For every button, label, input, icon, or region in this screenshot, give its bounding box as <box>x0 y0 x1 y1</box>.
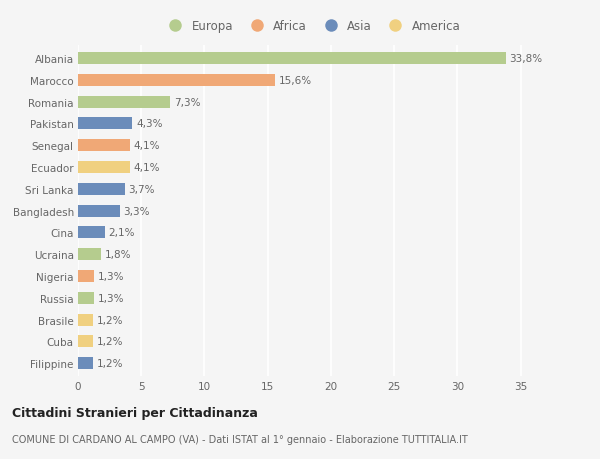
Text: 1,2%: 1,2% <box>97 315 124 325</box>
Bar <box>78 292 94 304</box>
Bar <box>78 75 275 87</box>
Text: 1,2%: 1,2% <box>97 358 124 368</box>
Bar <box>78 270 94 282</box>
Bar <box>78 314 93 326</box>
Text: 4,3%: 4,3% <box>136 119 163 129</box>
Bar <box>78 205 120 217</box>
Legend: Europa, Africa, Asia, America: Europa, Africa, Asia, America <box>163 21 461 34</box>
Text: 1,3%: 1,3% <box>98 271 125 281</box>
Bar <box>78 118 133 130</box>
Text: 33,8%: 33,8% <box>509 54 542 64</box>
Bar <box>78 53 506 65</box>
Text: COMUNE DI CARDANO AL CAMPO (VA) - Dati ISTAT al 1° gennaio - Elaborazione TUTTIT: COMUNE DI CARDANO AL CAMPO (VA) - Dati I… <box>12 434 468 444</box>
Text: 1,8%: 1,8% <box>104 250 131 260</box>
Text: 4,1%: 4,1% <box>134 141 160 151</box>
Text: 3,3%: 3,3% <box>124 206 150 216</box>
Bar <box>78 249 101 261</box>
Bar <box>78 184 125 196</box>
Text: 4,1%: 4,1% <box>134 162 160 173</box>
Bar <box>78 336 93 347</box>
Text: 15,6%: 15,6% <box>279 76 312 86</box>
Text: 2,1%: 2,1% <box>109 228 135 238</box>
Bar <box>78 96 170 108</box>
Text: Cittadini Stranieri per Cittadinanza: Cittadini Stranieri per Cittadinanza <box>12 406 258 419</box>
Text: 1,2%: 1,2% <box>97 336 124 347</box>
Text: 7,3%: 7,3% <box>174 97 200 107</box>
Text: 3,7%: 3,7% <box>128 185 155 195</box>
Text: 1,3%: 1,3% <box>98 293 125 303</box>
Bar <box>78 358 93 369</box>
Bar <box>78 227 104 239</box>
Bar <box>78 140 130 152</box>
Bar <box>78 162 130 174</box>
